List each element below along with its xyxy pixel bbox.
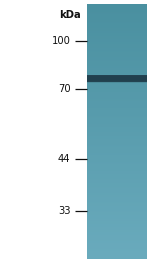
Bar bbox=[87, 75, 147, 82]
Text: 44: 44 bbox=[58, 154, 70, 164]
Text: 70: 70 bbox=[58, 84, 70, 95]
Text: 100: 100 bbox=[52, 36, 70, 46]
Text: 33: 33 bbox=[58, 206, 70, 216]
Bar bbox=[87, 75, 147, 83]
Text: kDa: kDa bbox=[59, 10, 81, 20]
Bar bbox=[87, 76, 147, 81]
